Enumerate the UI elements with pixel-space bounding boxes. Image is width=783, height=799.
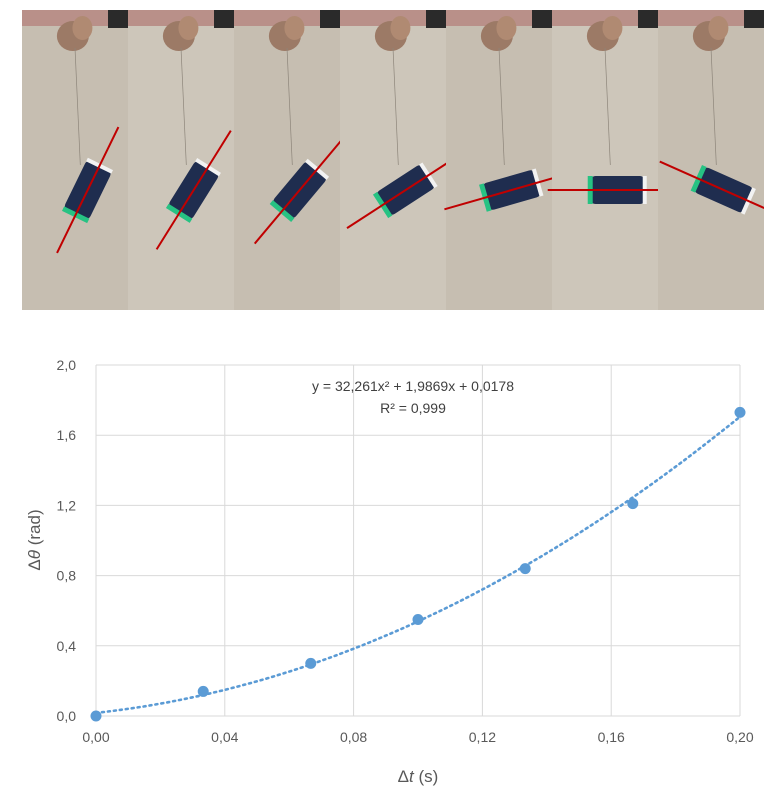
finger-icon — [602, 16, 623, 40]
x-tick-label: 0,04 — [211, 729, 238, 745]
frame-wall — [128, 10, 234, 310]
angle-marker-line — [155, 130, 232, 250]
angle-marker-line — [659, 160, 764, 210]
x-tick-label: 0,00 — [82, 729, 109, 745]
trendline-layer — [94, 415, 742, 715]
angle-marker-line — [56, 126, 120, 254]
frame-dark-corner — [108, 10, 128, 28]
y-axis-title: Δθ (rad) — [25, 509, 44, 570]
data-point — [412, 613, 424, 625]
frame-dark-corner — [638, 10, 658, 28]
frame-wall — [658, 10, 764, 310]
data-point — [305, 657, 317, 669]
frame-wall — [552, 10, 658, 310]
x-tick-labels: 0,00 0,04 0,08 0,12 0,16 0,20 — [82, 729, 753, 745]
photo-frame — [444, 10, 580, 310]
frame-top-band — [234, 10, 340, 26]
finger-icon — [708, 16, 729, 40]
thread-line — [286, 47, 293, 166]
frame-wall — [234, 10, 340, 310]
y-tick-label: 2,0 — [57, 357, 77, 373]
data-point — [197, 685, 209, 697]
photo-frame — [340, 10, 465, 310]
frame-dark-corner — [214, 10, 234, 28]
finger-icon — [178, 16, 199, 40]
thread-line — [604, 47, 611, 166]
x-tick-label: 0,20 — [726, 729, 753, 745]
grid — [95, 364, 741, 717]
y-tick-labels: 0,0 0,4 0,8 1,2 1,6 2,0 — [57, 357, 77, 724]
photo-frame — [658, 10, 764, 310]
data-point — [90, 710, 102, 722]
y-tick-label: 1,6 — [57, 427, 77, 443]
data-point — [627, 498, 639, 510]
x-tick-label: 0,16 — [598, 729, 625, 745]
frame-dark-corner — [744, 10, 764, 28]
angle-marker-line — [346, 151, 465, 229]
finger-icon — [284, 16, 305, 40]
x-tick-label: 0,08 — [340, 729, 367, 745]
frame-dark-corner — [532, 10, 552, 28]
frame-dark-corner — [426, 10, 446, 28]
finger-icon — [390, 16, 411, 40]
frame-top-band — [128, 10, 234, 26]
thread-line — [74, 47, 81, 166]
chart: 0,00 0,04 0,08 0,12 0,16 0,20 0,0 0,4 0,8 1,2 1,6… — [25, 357, 754, 786]
data-point — [519, 563, 531, 575]
frame-wall — [340, 10, 446, 310]
photo-frame — [234, 10, 346, 310]
frame-top-band — [658, 10, 764, 26]
photo-strip — [22, 10, 764, 310]
x-tick-label: 0,12 — [469, 729, 496, 745]
thread-line — [498, 47, 505, 166]
frame-wall — [446, 10, 552, 310]
y-tick-label: 0,8 — [57, 568, 77, 584]
photo-frame — [547, 10, 688, 310]
equation-label: y = 32,261x² + 1,9869x + 0,0178 — [312, 378, 514, 394]
angle-marker-line — [253, 135, 346, 245]
thread-line — [710, 47, 717, 166]
frame-wall — [22, 10, 128, 310]
frame-top-band — [340, 10, 446, 26]
y-tick-label: 0,0 — [57, 708, 77, 724]
thread-line — [180, 47, 187, 166]
finger-icon — [496, 16, 517, 40]
photo-frame — [128, 10, 234, 310]
data-point — [734, 406, 746, 418]
data-points — [90, 406, 746, 722]
photo-frame — [22, 10, 128, 310]
frame-top-band — [22, 10, 128, 26]
finger-icon — [72, 16, 93, 40]
y-tick-label: 0,4 — [57, 638, 77, 654]
frame-top-band — [446, 10, 552, 26]
frame-top-band — [552, 10, 658, 26]
trendline — [94, 415, 742, 715]
x-axis-title: Δt (s) — [398, 767, 439, 786]
frame-dark-corner — [320, 10, 340, 28]
y-tick-label: 1,2 — [57, 497, 77, 513]
r2-label: R² = 0,999 — [380, 400, 446, 416]
thread-line — [392, 47, 399, 166]
